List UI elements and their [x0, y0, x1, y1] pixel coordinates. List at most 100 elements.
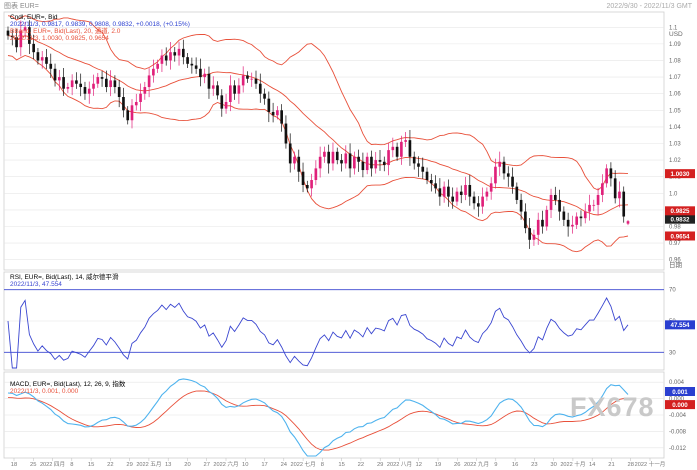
rsi-badge: 47.554 — [671, 322, 690, 329]
candle — [241, 66, 245, 93]
candle — [374, 151, 378, 174]
candle-body — [109, 80, 112, 88]
x-axis-tick: 29 — [377, 462, 383, 468]
candle-body — [605, 168, 608, 184]
candle-body — [408, 140, 412, 157]
candle-body — [220, 95, 224, 109]
candle — [122, 87, 125, 118]
candle — [442, 181, 446, 203]
candle — [477, 196, 480, 217]
candle — [425, 167, 429, 185]
price-panel[interactable]: Cndl, EUR=, Bid 2022/11/3, 0.9817, 0.983… — [3, 11, 665, 271]
x-axis-tick: 2022 九月 — [464, 460, 489, 468]
price-badge-bg — [665, 206, 695, 216]
candle — [361, 152, 365, 178]
candle-body — [455, 191, 459, 202]
candle-body — [395, 146, 399, 157]
candle-body — [254, 78, 258, 84]
candle-body — [10, 35, 14, 38]
candle-body — [6, 30, 10, 36]
candle-body — [579, 216, 583, 219]
candle — [566, 212, 570, 237]
price-axis-tick: 1.03 — [669, 141, 681, 147]
candle — [498, 151, 502, 176]
candle — [297, 149, 301, 182]
candle — [562, 206, 566, 226]
candle — [207, 66, 211, 99]
macd-line — [7, 378, 629, 457]
x-axis-tick: 17 — [261, 462, 267, 468]
x-axis-tick: 20 — [184, 462, 190, 468]
candle — [400, 135, 403, 165]
candle — [318, 146, 322, 178]
candle-body — [558, 199, 561, 212]
candle-body — [113, 80, 117, 88]
price-axis-tick: 1.09 — [669, 42, 681, 48]
macd-panel[interactable]: MACD, EUR=, Bid(Last), 12, 26, 9, 指数 202… — [3, 371, 665, 459]
candle-body — [233, 85, 236, 94]
candle-body — [536, 219, 540, 235]
rsi-panel[interactable]: RSI, EUR=, Bid(Last), 14, 威尔德平滑 2022/11/… — [3, 271, 665, 371]
right-axis: USD 日期 1.1 1.09 1.08 1.07 1.06 1.05 1.04 1.03 1.… — [665, 25, 695, 452]
x-axis-tick: 30 — [550, 462, 556, 468]
candle — [485, 187, 489, 201]
candle-body — [267, 98, 271, 112]
candle — [455, 187, 459, 206]
candle — [53, 63, 57, 87]
candle — [549, 188, 553, 219]
candle — [250, 72, 254, 87]
candle-body — [280, 110, 283, 124]
candle-body — [588, 204, 591, 212]
candle-body — [340, 160, 343, 164]
candle — [387, 142, 390, 176]
candle-body — [374, 160, 378, 169]
candle — [79, 73, 83, 97]
candle — [481, 187, 484, 214]
candle-body — [566, 219, 570, 227]
candle — [417, 156, 420, 177]
candle-body — [66, 87, 70, 89]
candle — [601, 174, 604, 203]
candle-body — [92, 83, 95, 89]
bollinger-middle-line — [7, 35, 629, 216]
candle-body — [442, 186, 446, 197]
price-axis-tick: 1.0 — [669, 191, 678, 197]
price-badge: 1.0030 — [671, 171, 690, 178]
price-badge-bg — [665, 214, 695, 224]
candle — [382, 156, 386, 172]
x-axis-tick: 22 — [358, 462, 364, 468]
candle — [156, 59, 159, 73]
candle — [357, 149, 360, 172]
candle-body — [246, 75, 249, 79]
candle-body — [224, 101, 228, 109]
candle-body — [549, 194, 553, 210]
x-axis-tick: 28 — [628, 462, 634, 468]
bollinger-upper-line — [7, 15, 629, 191]
x-axis: 18 25 2022 四月 8 15 22 29 2022 五月 13 20 27 2022 六月 10… — [11, 458, 665, 468]
x-axis-tick: 15 — [88, 462, 94, 468]
candle-body — [382, 161, 386, 166]
candle — [229, 75, 232, 112]
price-axis-tick: 1.07 — [669, 75, 681, 81]
candle-body — [211, 85, 215, 89]
candle-body — [70, 80, 74, 88]
candle — [618, 181, 621, 208]
candle-body — [412, 156, 416, 164]
candle — [395, 142, 399, 161]
candle-body — [511, 176, 514, 187]
candle — [592, 199, 596, 212]
candle-body — [19, 30, 23, 48]
x-axis-tick: 8 — [321, 462, 324, 468]
candle — [545, 205, 549, 231]
candle-body — [23, 27, 27, 31]
candle — [246, 71, 249, 83]
rsi-line — [7, 297, 629, 369]
price-axis-tick: 1.06 — [669, 92, 681, 98]
candle-body — [506, 173, 510, 177]
price-badge: 0.9832 — [671, 216, 690, 223]
candle — [117, 79, 121, 108]
candle — [126, 106, 130, 125]
candle — [464, 176, 467, 201]
candle-body — [541, 219, 544, 227]
candle — [331, 142, 335, 171]
